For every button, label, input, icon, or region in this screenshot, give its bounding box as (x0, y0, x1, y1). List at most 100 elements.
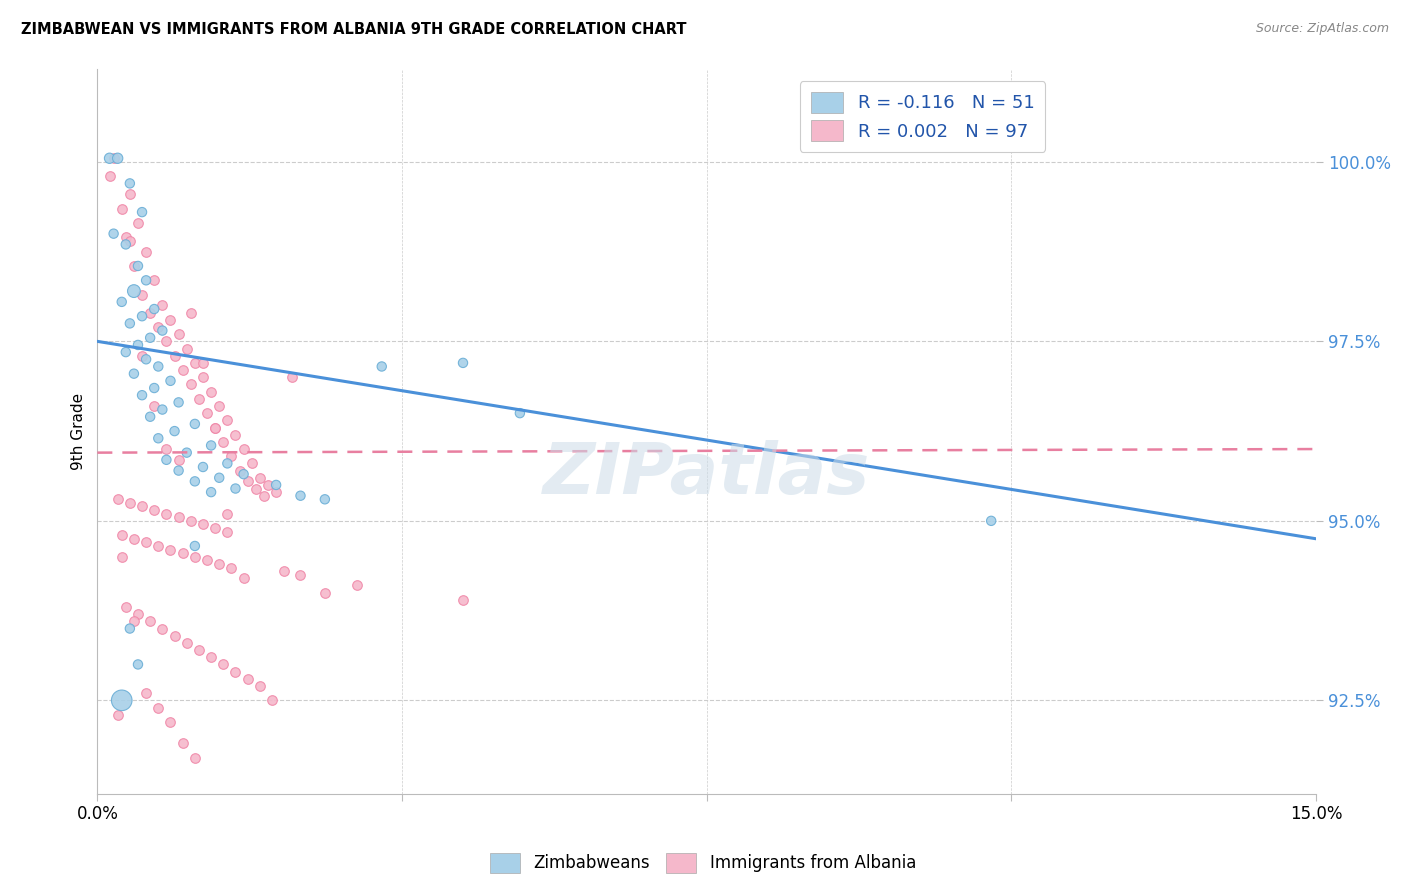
Point (143, 399, 166, 413)
Point (191, 356, 214, 370)
Point (264, 485, 287, 500)
Point (122, 532, 145, 546)
Point (122, 259, 145, 273)
Point (159, 313, 181, 327)
Point (127, 657, 149, 672)
Point (111, 693, 134, 707)
Point (155, 442, 177, 456)
Point (143, 503, 166, 517)
Point (143, 273, 166, 287)
Point (200, 438, 222, 452)
Point (107, 151, 129, 165)
Point (155, 452, 177, 467)
Point (150, 622, 173, 636)
Point (204, 420, 226, 434)
Point (114, 599, 136, 614)
Point (122, 367, 145, 381)
Point (118, 187, 141, 202)
Point (290, 489, 312, 503)
Point (159, 542, 181, 557)
Point (103, 227, 125, 241)
Point (260, 693, 283, 707)
Point (184, 549, 207, 564)
Point (122, 615, 145, 629)
Point (249, 471, 271, 485)
Point (167, 510, 190, 524)
Point (217, 413, 239, 427)
Point (150, 324, 173, 338)
Point (127, 607, 149, 622)
Point (200, 650, 222, 665)
Point (224, 427, 246, 442)
Point (167, 327, 190, 342)
Point (135, 273, 157, 287)
Point (180, 305, 202, 319)
Point (228, 464, 250, 478)
Point (159, 374, 181, 388)
Point (118, 317, 141, 331)
Point (172, 363, 194, 377)
Point (509, 406, 531, 420)
Point (150, 402, 173, 417)
Point (176, 636, 198, 650)
Point (107, 707, 129, 722)
Point (980, 514, 1002, 528)
Point (127, 259, 149, 273)
Point (167, 452, 190, 467)
Point (200, 384, 222, 399)
Point (204, 521, 226, 535)
Point (131, 388, 153, 402)
Point (172, 546, 194, 560)
Point (180, 514, 202, 528)
Y-axis label: 9th Grade: 9th Grade (72, 392, 86, 470)
Point (273, 564, 295, 578)
Point (180, 377, 202, 392)
Point (195, 553, 218, 567)
Point (371, 359, 394, 374)
Point (118, 496, 141, 510)
Point (232, 442, 254, 456)
Point (148, 320, 170, 334)
Point (139, 305, 162, 319)
Point (148, 431, 170, 445)
Point (224, 665, 246, 679)
Legend: R = -0.116   N = 51, R = 0.002   N = 97: R = -0.116 N = 51, R = 0.002 N = 97 (800, 81, 1045, 152)
Point (451, 592, 474, 607)
Point (148, 359, 170, 374)
Point (172, 736, 194, 750)
Point (118, 177, 141, 191)
Point (208, 399, 231, 413)
Text: ZIMBABWEAN VS IMMIGRANTS FROM ALBANIA 9TH GRADE CORRELATION CHART: ZIMBABWEAN VS IMMIGRANTS FROM ALBANIA 9T… (21, 22, 686, 37)
Point (107, 492, 129, 507)
Point (148, 539, 170, 553)
Point (118, 234, 141, 248)
Point (184, 417, 207, 431)
Point (236, 672, 259, 686)
Point (253, 489, 276, 503)
Point (184, 751, 207, 765)
Point (217, 524, 239, 539)
Point (150, 298, 173, 312)
Legend: Zimbabweans, Immigrants from Albania: Zimbabweans, Immigrants from Albania (484, 847, 922, 880)
Point (217, 457, 239, 471)
Point (114, 345, 136, 359)
Point (451, 356, 474, 370)
Point (167, 395, 190, 409)
Point (208, 471, 231, 485)
Point (176, 445, 198, 459)
Point (290, 567, 312, 582)
Point (281, 370, 304, 384)
Point (131, 310, 153, 324)
Point (148, 700, 170, 714)
Text: Source: ZipAtlas.com: Source: ZipAtlas.com (1256, 22, 1389, 36)
Text: ZIPatlas: ZIPatlas (543, 440, 870, 509)
Point (264, 478, 287, 492)
Point (163, 424, 186, 438)
Point (204, 420, 226, 434)
Point (111, 528, 134, 542)
Point (208, 557, 231, 571)
Point (187, 392, 209, 406)
Point (135, 244, 157, 259)
Point (221, 449, 243, 463)
Point (143, 381, 166, 395)
